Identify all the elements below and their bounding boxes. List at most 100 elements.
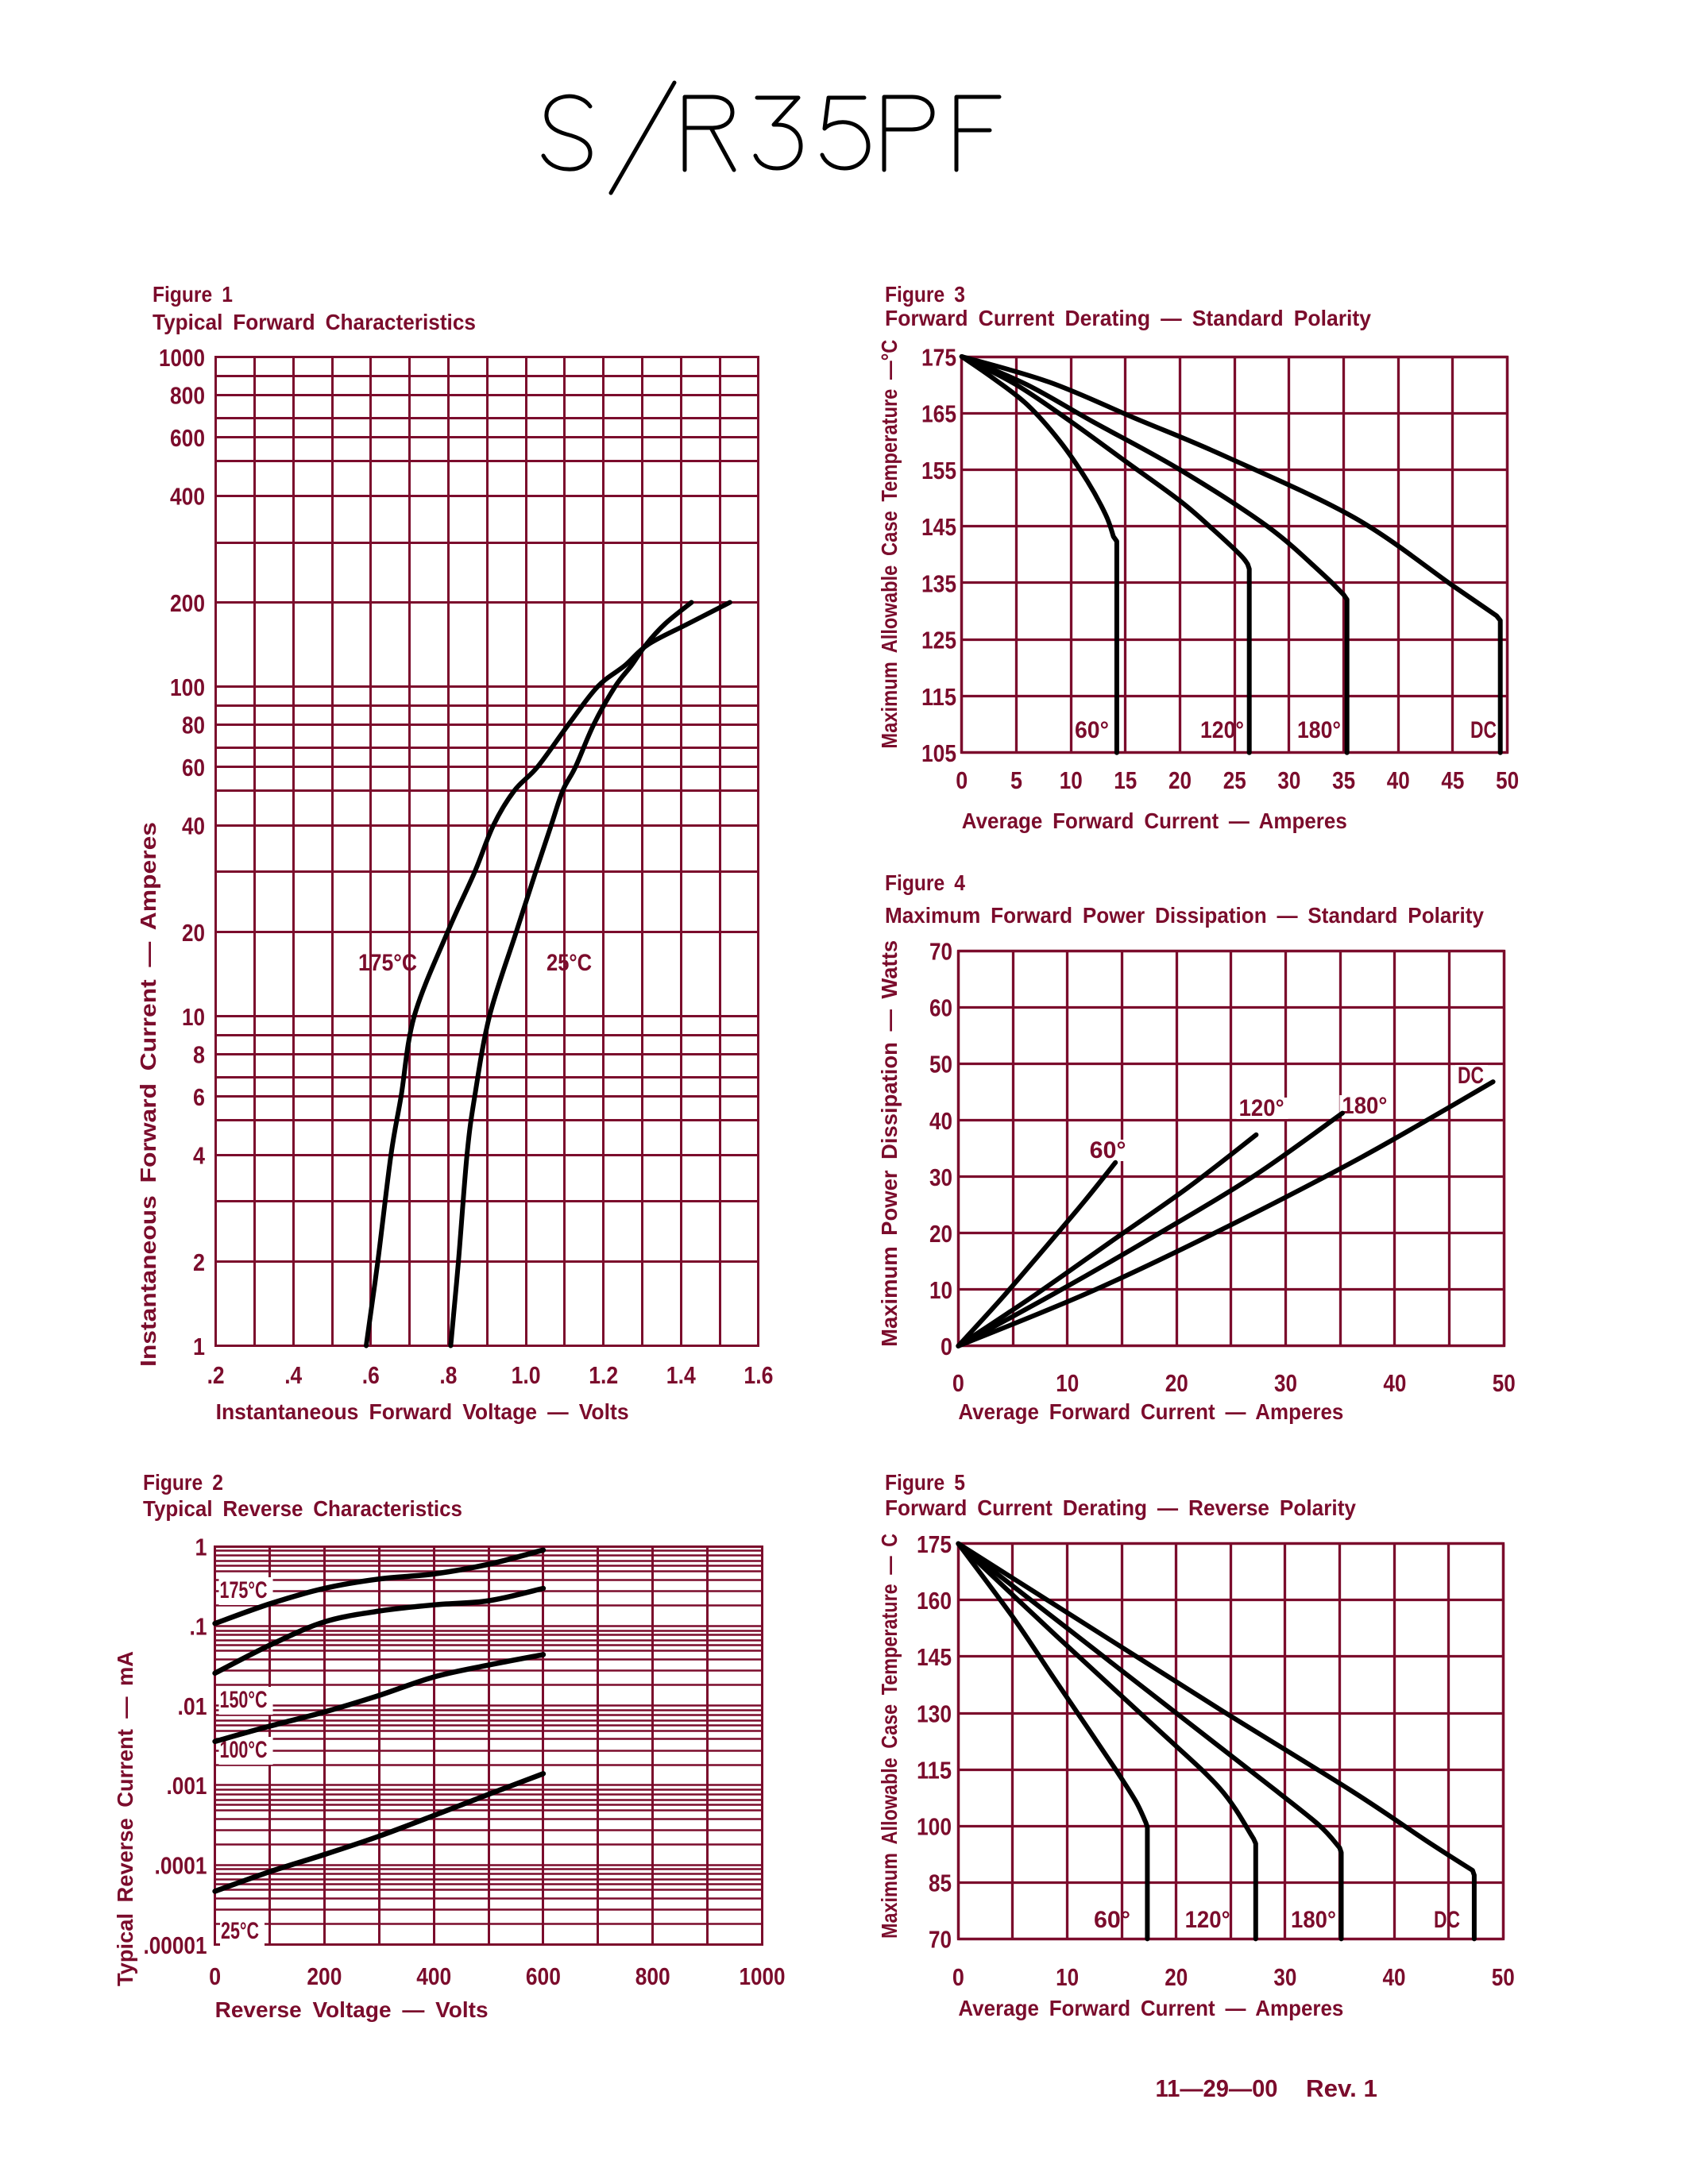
svg-text:175°C: 175°C xyxy=(220,1577,268,1603)
svg-text:0: 0 xyxy=(941,1333,952,1360)
svg-text:10: 10 xyxy=(1056,1369,1079,1397)
svg-text:175: 175 xyxy=(921,343,956,371)
svg-text:.1: .1 xyxy=(190,1613,207,1641)
svg-text:100: 100 xyxy=(170,673,205,701)
svg-text:Figure 2: Figure 2 xyxy=(143,1470,223,1495)
svg-text:45: 45 xyxy=(1441,766,1464,794)
svg-text:Figure 1: Figure 1 xyxy=(153,282,233,307)
svg-text:20: 20 xyxy=(1165,1963,1188,1991)
svg-text:1.6: 1.6 xyxy=(744,1361,773,1389)
svg-text:Typical Reverse Characteristic: Typical Reverse Characteristics xyxy=(143,1496,462,1521)
svg-text:175°C: 175°C xyxy=(358,950,417,976)
svg-text:145: 145 xyxy=(917,1643,952,1671)
svg-text:60: 60 xyxy=(182,754,205,781)
svg-text:Maximum Allowable Case Tempera: Maximum Allowable Case Temperature —°C xyxy=(877,340,902,749)
svg-text:0: 0 xyxy=(209,1962,221,1990)
svg-text:25°C: 25°C xyxy=(221,1918,259,1944)
svg-text:135: 135 xyxy=(921,569,956,597)
svg-text:155: 155 xyxy=(921,457,956,484)
svg-text:200: 200 xyxy=(307,1962,342,1990)
svg-text:50: 50 xyxy=(1492,1963,1515,1991)
svg-text:.6: .6 xyxy=(362,1361,380,1389)
svg-text:125: 125 xyxy=(921,627,956,654)
svg-text:11—29—00: 11—29—00 xyxy=(1156,2074,1278,2102)
svg-text:Figure 5: Figure 5 xyxy=(885,1470,965,1495)
svg-text:Rev. 1: Rev. 1 xyxy=(1306,2074,1377,2102)
svg-text:50: 50 xyxy=(1493,1369,1516,1397)
svg-text:15: 15 xyxy=(1114,766,1137,794)
svg-text:50: 50 xyxy=(929,1051,952,1078)
svg-text:400: 400 xyxy=(416,1962,451,1990)
svg-text:175: 175 xyxy=(917,1530,952,1558)
svg-text:Typical Forward Characteristic: Typical Forward Characteristics xyxy=(153,310,476,334)
svg-text:0: 0 xyxy=(952,1369,964,1397)
svg-text:180°: 180° xyxy=(1291,1907,1336,1933)
svg-text:20: 20 xyxy=(1168,766,1192,794)
svg-text:160: 160 xyxy=(917,1587,952,1615)
svg-text:1000: 1000 xyxy=(740,1962,786,1990)
svg-text:60°: 60° xyxy=(1075,717,1109,743)
svg-text:80: 80 xyxy=(182,712,205,739)
svg-text:Forward Current Derating — Rev: Forward Current Derating — Reverse Polar… xyxy=(885,1495,1356,1520)
svg-text:400: 400 xyxy=(170,483,205,511)
svg-text:4: 4 xyxy=(193,1142,206,1170)
svg-text:145: 145 xyxy=(921,513,956,541)
svg-text:85: 85 xyxy=(929,1870,952,1897)
svg-text:115: 115 xyxy=(921,683,956,711)
svg-text:.00001: .00001 xyxy=(144,1931,207,1959)
svg-text:.2: .2 xyxy=(207,1361,225,1389)
svg-text:50: 50 xyxy=(1496,766,1519,794)
svg-text:150°C: 150°C xyxy=(220,1687,268,1713)
svg-text:Typical Reverse Current — mA: Typical Reverse Current — mA xyxy=(113,1651,137,1986)
svg-text:Instantaneous Forward Current: Instantaneous Forward Current — Amperes xyxy=(136,822,160,1367)
svg-text:DC: DC xyxy=(1458,1063,1484,1089)
svg-text:25°C: 25°C xyxy=(547,950,592,976)
svg-text:120°: 120° xyxy=(1200,717,1244,743)
svg-text:40: 40 xyxy=(1383,1963,1406,1991)
svg-text:600: 600 xyxy=(170,424,205,452)
svg-text:600: 600 xyxy=(526,1962,561,1990)
svg-text:800: 800 xyxy=(635,1962,670,1990)
svg-text:DC: DC xyxy=(1470,717,1497,743)
svg-text:Figure 3: Figure 3 xyxy=(885,282,965,307)
svg-text:.8: .8 xyxy=(439,1361,457,1389)
svg-text:30: 30 xyxy=(1274,1369,1297,1397)
svg-text:25: 25 xyxy=(1223,766,1246,794)
svg-text:.01: .01 xyxy=(178,1692,207,1720)
svg-text:200: 200 xyxy=(170,589,205,617)
svg-text:30: 30 xyxy=(929,1163,952,1191)
svg-text:1: 1 xyxy=(193,1333,205,1360)
svg-text:10: 10 xyxy=(1056,1963,1079,1991)
svg-text:Figure 4: Figure 4 xyxy=(885,870,965,895)
svg-text:.0001: .0001 xyxy=(155,1852,207,1880)
svg-text:800: 800 xyxy=(170,382,205,410)
svg-text:60: 60 xyxy=(929,994,952,1022)
svg-text:DC: DC xyxy=(1434,1907,1460,1933)
svg-text:30: 30 xyxy=(1273,1963,1296,1991)
svg-text:.001: .001 xyxy=(167,1772,207,1800)
svg-text:Average Forward Current — Ampe: Average Forward Current — Amperes xyxy=(962,808,1347,833)
svg-text:120°: 120° xyxy=(1185,1907,1230,1933)
svg-text:70: 70 xyxy=(929,938,952,966)
svg-text:0: 0 xyxy=(952,1963,964,1991)
svg-text:20: 20 xyxy=(929,1220,952,1248)
svg-text:.4: .4 xyxy=(284,1361,303,1389)
svg-text:60°: 60° xyxy=(1094,1907,1130,1933)
svg-text:60°: 60° xyxy=(1090,1137,1126,1163)
svg-text:6: 6 xyxy=(193,1083,205,1111)
svg-text:20: 20 xyxy=(1165,1369,1188,1397)
svg-text:Reverse Voltage — Volts: Reverse Voltage — Volts xyxy=(215,1997,489,2022)
svg-text:1.4: 1.4 xyxy=(666,1361,697,1389)
svg-text:40: 40 xyxy=(1383,1369,1406,1397)
svg-text:180°: 180° xyxy=(1297,717,1341,743)
svg-text:1: 1 xyxy=(195,1533,207,1561)
svg-text:100°C: 100°C xyxy=(220,1737,268,1763)
svg-text:2: 2 xyxy=(193,1248,205,1276)
svg-text:Maximum Power Dissipation — Wa: Maximum Power Dissipation — Watts xyxy=(877,940,902,1347)
svg-text:10: 10 xyxy=(929,1276,952,1304)
svg-text:130: 130 xyxy=(917,1700,952,1727)
svg-text:10: 10 xyxy=(1060,766,1083,794)
svg-text:1000: 1000 xyxy=(159,344,205,372)
svg-text:1.2: 1.2 xyxy=(589,1361,618,1389)
svg-text:100: 100 xyxy=(917,1813,952,1841)
